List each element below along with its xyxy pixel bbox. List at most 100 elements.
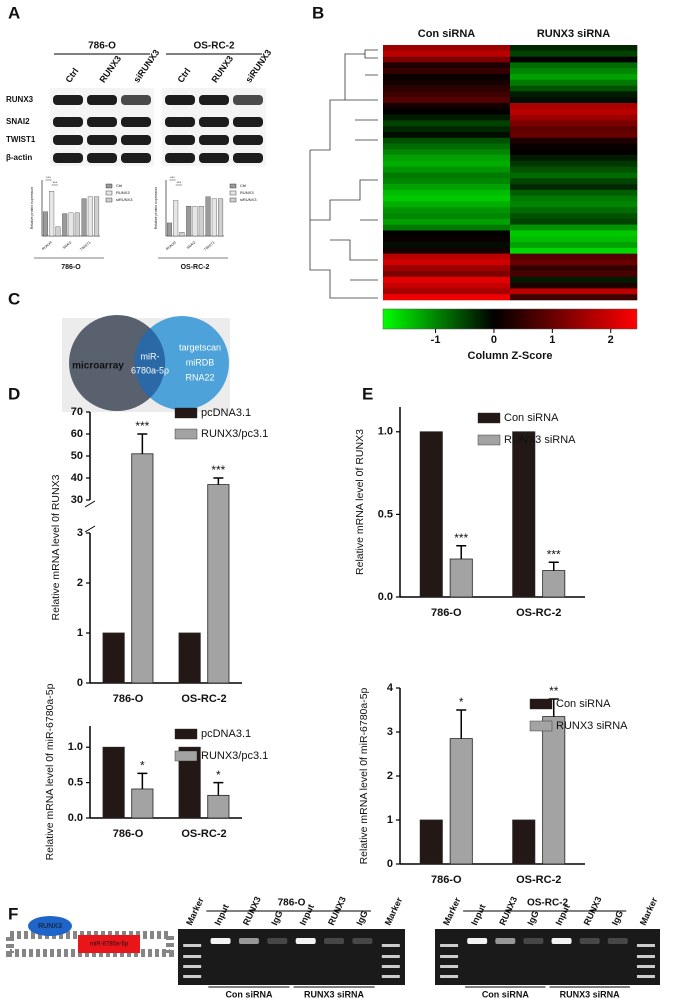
bar bbox=[81, 198, 87, 237]
x-tick-label: RUNX3 bbox=[41, 240, 53, 251]
heat-cell bbox=[383, 184, 511, 191]
heat-cell bbox=[510, 137, 638, 144]
x-axis-label: 786-O bbox=[61, 264, 81, 271]
lane-label: IgG bbox=[354, 909, 369, 927]
venn-overlap bbox=[134, 328, 166, 398]
heat-cell bbox=[510, 207, 638, 214]
heat-cell bbox=[383, 68, 511, 75]
bar bbox=[173, 200, 179, 237]
legend-swatch bbox=[477, 412, 501, 424]
error-bar bbox=[213, 477, 224, 485]
legend-label: RUNX3 bbox=[116, 190, 130, 195]
y-tick-label: 30 bbox=[71, 494, 83, 506]
y-tick-label: 2 bbox=[387, 770, 393, 782]
blot-band bbox=[233, 117, 263, 127]
error-bar bbox=[456, 545, 467, 559]
heat-cell bbox=[383, 247, 511, 254]
heat-cell bbox=[383, 114, 511, 121]
gel-band bbox=[183, 955, 202, 958]
heat-cell bbox=[510, 85, 638, 92]
heat-cell bbox=[383, 120, 511, 127]
blot-band bbox=[53, 135, 83, 145]
y-tick-label: 0.0 bbox=[68, 812, 83, 824]
significance: * bbox=[459, 695, 464, 709]
blot-band bbox=[199, 135, 229, 145]
significance: *** bbox=[454, 531, 468, 545]
bar bbox=[178, 632, 201, 684]
heat-cell bbox=[383, 288, 511, 295]
heat-cell bbox=[383, 166, 511, 173]
x-tick-label: OS-RC-2 bbox=[516, 607, 561, 619]
gel-band bbox=[440, 944, 459, 947]
bar bbox=[419, 431, 443, 598]
row-label: RUNX3 bbox=[6, 95, 34, 104]
colorbar-tick-label: -1 bbox=[431, 334, 441, 346]
heat-cell bbox=[383, 62, 511, 69]
gel-band bbox=[183, 965, 202, 968]
y-axis-label: Relative mRNA level 0f RUNX3 bbox=[50, 474, 62, 620]
heat-cell bbox=[383, 126, 511, 133]
heat-cell bbox=[510, 166, 638, 173]
y-tick-label: 0 bbox=[387, 858, 393, 870]
heat-cell bbox=[383, 97, 511, 104]
error-bar bbox=[456, 709, 467, 739]
panel-label: F bbox=[8, 904, 18, 923]
blot-band bbox=[53, 95, 83, 105]
blot-band bbox=[165, 95, 195, 105]
x-tick-label: 786-O bbox=[431, 874, 462, 886]
gel-band bbox=[579, 938, 600, 944]
venn-label: microarray bbox=[72, 361, 124, 372]
bar bbox=[449, 558, 473, 598]
heat-cell bbox=[383, 102, 511, 110]
heat-cell bbox=[383, 137, 511, 144]
gel-band bbox=[352, 938, 373, 944]
heat-cell bbox=[383, 201, 511, 208]
bar bbox=[512, 431, 536, 598]
gel-band bbox=[381, 965, 400, 968]
heat-cell bbox=[383, 218, 511, 225]
heat-cell bbox=[383, 271, 511, 278]
x-tick-label: OS-RC-2 bbox=[181, 828, 226, 840]
heat-cell bbox=[510, 172, 638, 179]
lane-label: RUNX3 bbox=[97, 54, 123, 85]
significance: *** bbox=[135, 419, 149, 433]
protein bbox=[28, 916, 72, 936]
legend-swatch bbox=[174, 728, 198, 740]
heat-cell bbox=[510, 271, 638, 278]
y-tick-label: 50 bbox=[71, 450, 83, 462]
heat-cell bbox=[510, 160, 638, 168]
x-tick-label: SNAI2 bbox=[186, 240, 196, 250]
lane-label: RUNX3 bbox=[209, 54, 235, 85]
y-axis-label: Relative mRNA level 0f miR-6780a-5p bbox=[358, 687, 370, 864]
lane-label: Ctrl bbox=[175, 66, 192, 84]
heat-cell bbox=[510, 79, 638, 86]
y-axis-label: Relative mRNA level 0f miR-6780a-5p bbox=[44, 683, 56, 860]
heat-cell bbox=[383, 45, 511, 52]
heat-cell bbox=[510, 108, 638, 115]
y-axis-label: Relative protein expression bbox=[30, 187, 34, 229]
significance: *** bbox=[46, 175, 51, 180]
heat-cell bbox=[383, 259, 511, 266]
y-axis-label: Relative protein expression bbox=[154, 187, 158, 229]
significance: * bbox=[216, 768, 221, 782]
gel-band bbox=[440, 955, 459, 958]
legend-swatch bbox=[174, 428, 198, 440]
heat-cell bbox=[510, 131, 638, 139]
blot-band bbox=[87, 117, 117, 127]
x-tick-label: SNAI2 bbox=[62, 240, 72, 250]
blot-band bbox=[87, 153, 117, 163]
gel-band bbox=[495, 938, 516, 944]
heat-cell bbox=[510, 73, 638, 81]
heat-cell bbox=[383, 50, 511, 57]
heat-cell bbox=[510, 218, 638, 225]
significance: *** bbox=[177, 180, 182, 185]
gel-band bbox=[295, 938, 316, 944]
bar bbox=[186, 205, 192, 237]
heat-cell bbox=[383, 91, 511, 98]
protein-label: RUNX3 bbox=[38, 923, 62, 930]
bar bbox=[542, 570, 566, 598]
lane-label: Marker bbox=[638, 895, 660, 926]
blot-band bbox=[165, 153, 195, 163]
y-tick-label: 1.0 bbox=[68, 741, 83, 753]
legend-swatch bbox=[229, 190, 237, 196]
